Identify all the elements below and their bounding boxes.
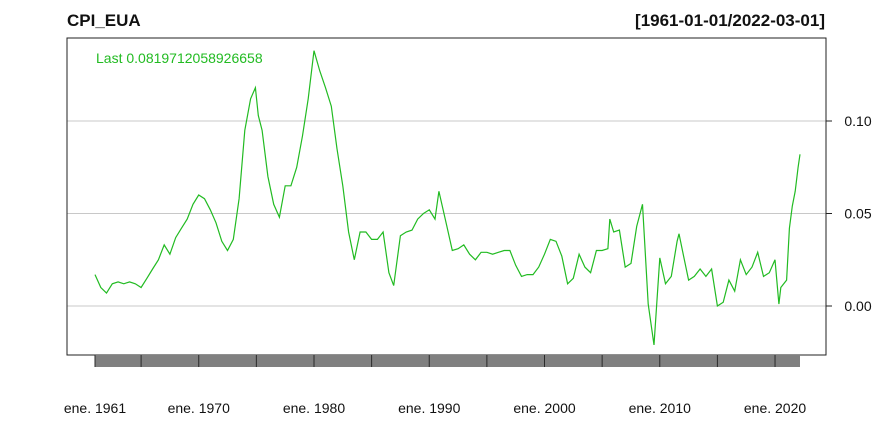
x-axis-date-bar	[94, 355, 800, 367]
y-tick-label: 0.05	[844, 206, 871, 222]
x-tick-label: ene. 2010	[629, 400, 691, 416]
y-tick-label: 0.00	[844, 298, 871, 314]
chart-title: CPI_EUA	[67, 11, 141, 30]
grid-lines	[67, 120, 826, 307]
x-tick-label: ene. 1980	[283, 400, 345, 416]
x-axis: ene. 1961 ene. 1970 ene. 1980 ene. 1990 ene.…	[64, 400, 807, 416]
x-tick-label: ene. 2000	[513, 400, 575, 416]
y-tick-label: 0.10	[844, 113, 871, 129]
x-tick-label: ene. 2020	[744, 400, 806, 416]
date-range-label: [1961-01-01/2022-03-01]	[635, 11, 825, 30]
x-tick-label: ene. 1990	[398, 400, 460, 416]
x-tick-label: ene. 1961	[64, 400, 126, 416]
series-line-cpi	[94, 50, 801, 345]
plot-area-frame	[66, 37, 827, 356]
y-axis: 0.00 0.05 0.10	[826, 113, 872, 314]
x-tick-label: ene. 1970	[168, 400, 230, 416]
last-value-label: Last 0.0819712058926658	[96, 50, 263, 66]
date-bar	[95, 355, 800, 367]
